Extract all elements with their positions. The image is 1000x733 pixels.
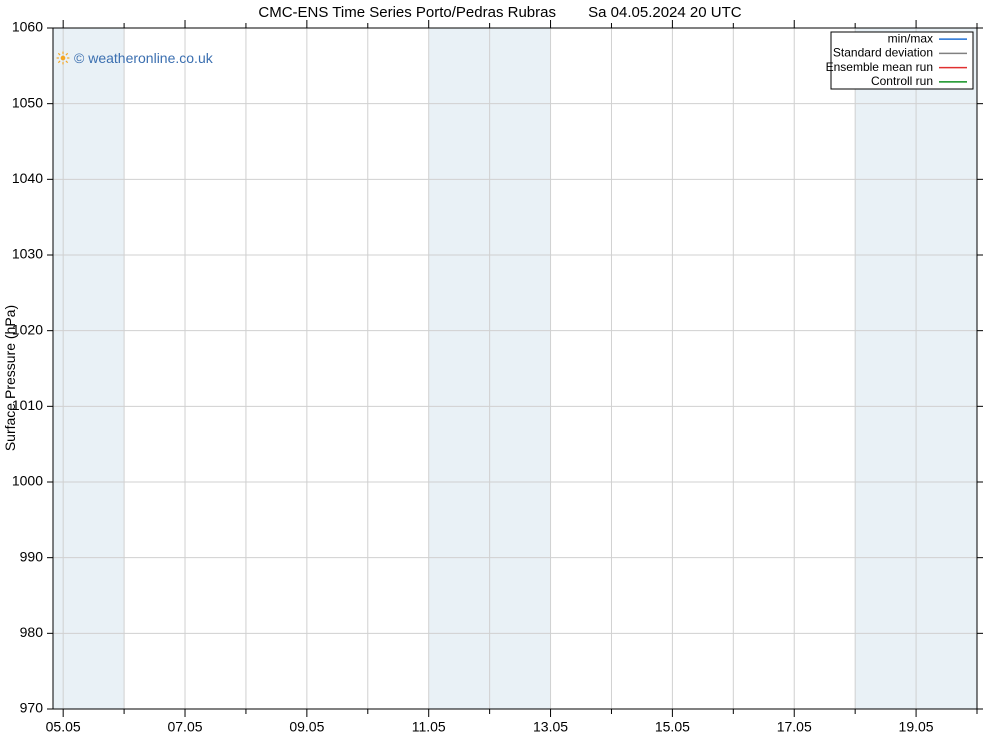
chart-root: CMC-ENS Time Series Porto/Pedras Rubras …: [0, 0, 1000, 733]
ytick-label: 1000: [12, 473, 43, 489]
sun-icon: [56, 51, 70, 65]
xtick-label: 11.05: [412, 718, 446, 733]
watermark: © weatheronline.co.uk: [56, 50, 213, 66]
xtick-label: 15.05: [655, 718, 690, 733]
chart-svg: 970 980 990 1000 1010 1020 1030 1040 1050 1060 05.…: [0, 0, 1000, 733]
xtick-label: 05.05: [46, 718, 81, 733]
ytick-label: 1060: [12, 19, 43, 35]
ytick-label: 980: [20, 624, 44, 640]
ytick-label: 990: [20, 548, 44, 564]
legend-label: Controll run: [871, 74, 933, 88]
ytick-label: 1050: [12, 94, 43, 110]
ytick-label: 970: [20, 700, 44, 716]
legend-label: min/max: [888, 31, 933, 45]
xtick-label: 17.05: [777, 718, 812, 733]
xtick-label: 07.05: [167, 718, 202, 733]
legend-label: Standard deviation: [833, 46, 933, 60]
legend-label: Ensemble mean run: [826, 60, 933, 74]
xtick-label: 13.05: [533, 718, 568, 733]
watermark-text: © weatheronline.co.uk: [74, 50, 213, 66]
ytick-label: 1040: [12, 170, 43, 186]
xtick-label: 09.05: [289, 718, 324, 733]
ytick-label: 1030: [12, 246, 43, 262]
xtick-label: 19.05: [899, 718, 934, 733]
ytick-label: 1020: [12, 321, 43, 337]
ytick-label: 1010: [12, 397, 43, 413]
